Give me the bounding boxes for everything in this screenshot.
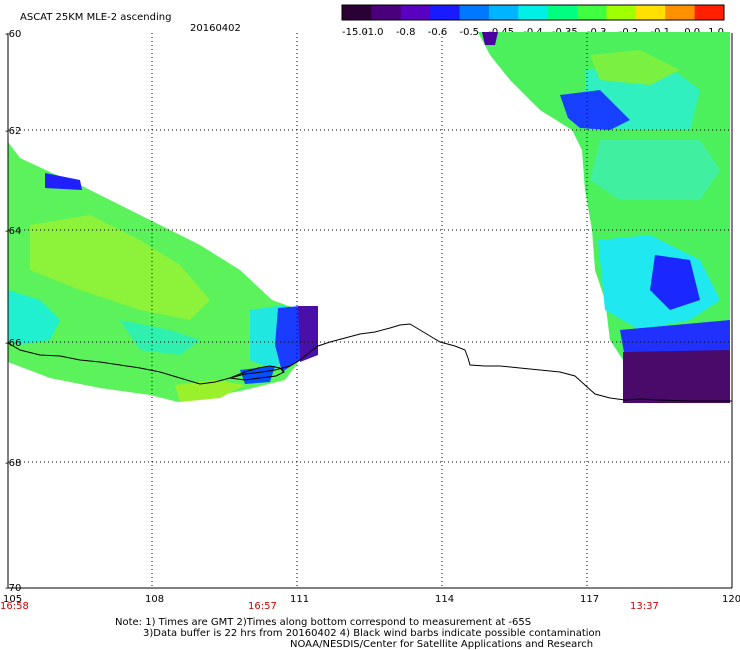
y-tick-62: -62 xyxy=(5,126,21,137)
y-tick-64: -64 xyxy=(5,226,21,237)
left-swath-cyan-2 xyxy=(120,320,200,355)
x-tick-117: 117 xyxy=(580,594,599,605)
colorbar-swatch xyxy=(577,5,607,20)
note-line-2: 3)Data buffer is 22 hrs from 20160402 4)… xyxy=(143,628,601,639)
colorbar-swatch xyxy=(400,5,431,20)
graticule xyxy=(8,33,732,588)
left-swath-blue xyxy=(275,306,300,372)
left-swath-blue-top xyxy=(45,173,82,190)
x-tick-111: 111 xyxy=(290,594,309,605)
right-swath-dark-purple xyxy=(623,350,730,403)
colorbar-swatch xyxy=(547,5,578,20)
y-axis-labels: -60 -62 -64 -66 -68 -70 xyxy=(5,29,21,594)
x-tick-114: 114 xyxy=(435,594,454,605)
right-swath-purple xyxy=(482,32,498,45)
colorbar-swatches xyxy=(341,4,725,21)
time-label-3: 13:37 xyxy=(630,601,659,612)
right-swath-blue-3 xyxy=(620,320,730,358)
coastline-island xyxy=(229,365,285,381)
map-frame xyxy=(7,33,733,589)
x-tick-120: 120 xyxy=(722,594,740,605)
note-line-3: NOAA/NESDIS/Center for Satellite Applica… xyxy=(290,639,593,650)
y-tick-66: -66 xyxy=(5,338,21,349)
left-swath-purple xyxy=(298,306,318,362)
colorbar-swatch xyxy=(665,5,696,20)
map-title: ASCAT 25KM MLE-2 ascending xyxy=(20,12,171,23)
colorbar-label: -1.0 xyxy=(364,27,384,38)
right-swath-blue xyxy=(560,90,630,130)
right-swath-cyan-2 xyxy=(590,140,720,200)
colorbar-label: -0.6 xyxy=(428,27,448,38)
colorbar-swatch xyxy=(694,5,725,20)
left-swath-lime-2 xyxy=(175,380,245,402)
y-tick-68: -68 xyxy=(5,458,21,469)
x-tick-108: 108 xyxy=(145,594,164,605)
colorbar-swatch xyxy=(342,5,372,20)
right-swath-blue-2 xyxy=(650,255,700,310)
y-tick-70: -70 xyxy=(5,583,21,594)
x-tick-105: 105 xyxy=(3,594,22,605)
left-swath xyxy=(8,142,318,402)
left-swath-cyan xyxy=(8,290,60,345)
left-swath-lime xyxy=(30,215,210,320)
colorbar-swatch xyxy=(488,5,519,20)
right-swath xyxy=(478,32,730,403)
colorbar-swatch xyxy=(430,5,461,20)
colorbar-label: -15.0 xyxy=(342,27,368,38)
x-axis-labels: 105 108 111 114 117 120 xyxy=(3,594,740,605)
colorbar-swatch xyxy=(606,5,637,20)
colorbar-swatch xyxy=(635,5,666,20)
y-tick-60: -60 xyxy=(5,29,21,40)
colorbar-label: -0.8 xyxy=(396,27,416,38)
colorbar-swatch xyxy=(459,5,490,20)
note-line-1: Note: 1) Times are GMT 2)Times along bot… xyxy=(115,617,531,628)
time-label-1: 16:58 xyxy=(0,601,29,612)
colorbar-swatch xyxy=(518,5,549,20)
coastline xyxy=(7,323,732,402)
colorbar-frame xyxy=(341,4,725,21)
colorbar-swatch xyxy=(371,5,402,20)
right-swath-lime xyxy=(590,50,680,85)
time-label-2: 16:57 xyxy=(248,601,277,612)
colorbar-label: -0.5 xyxy=(460,27,480,38)
map-date: 20160402 xyxy=(190,23,241,34)
